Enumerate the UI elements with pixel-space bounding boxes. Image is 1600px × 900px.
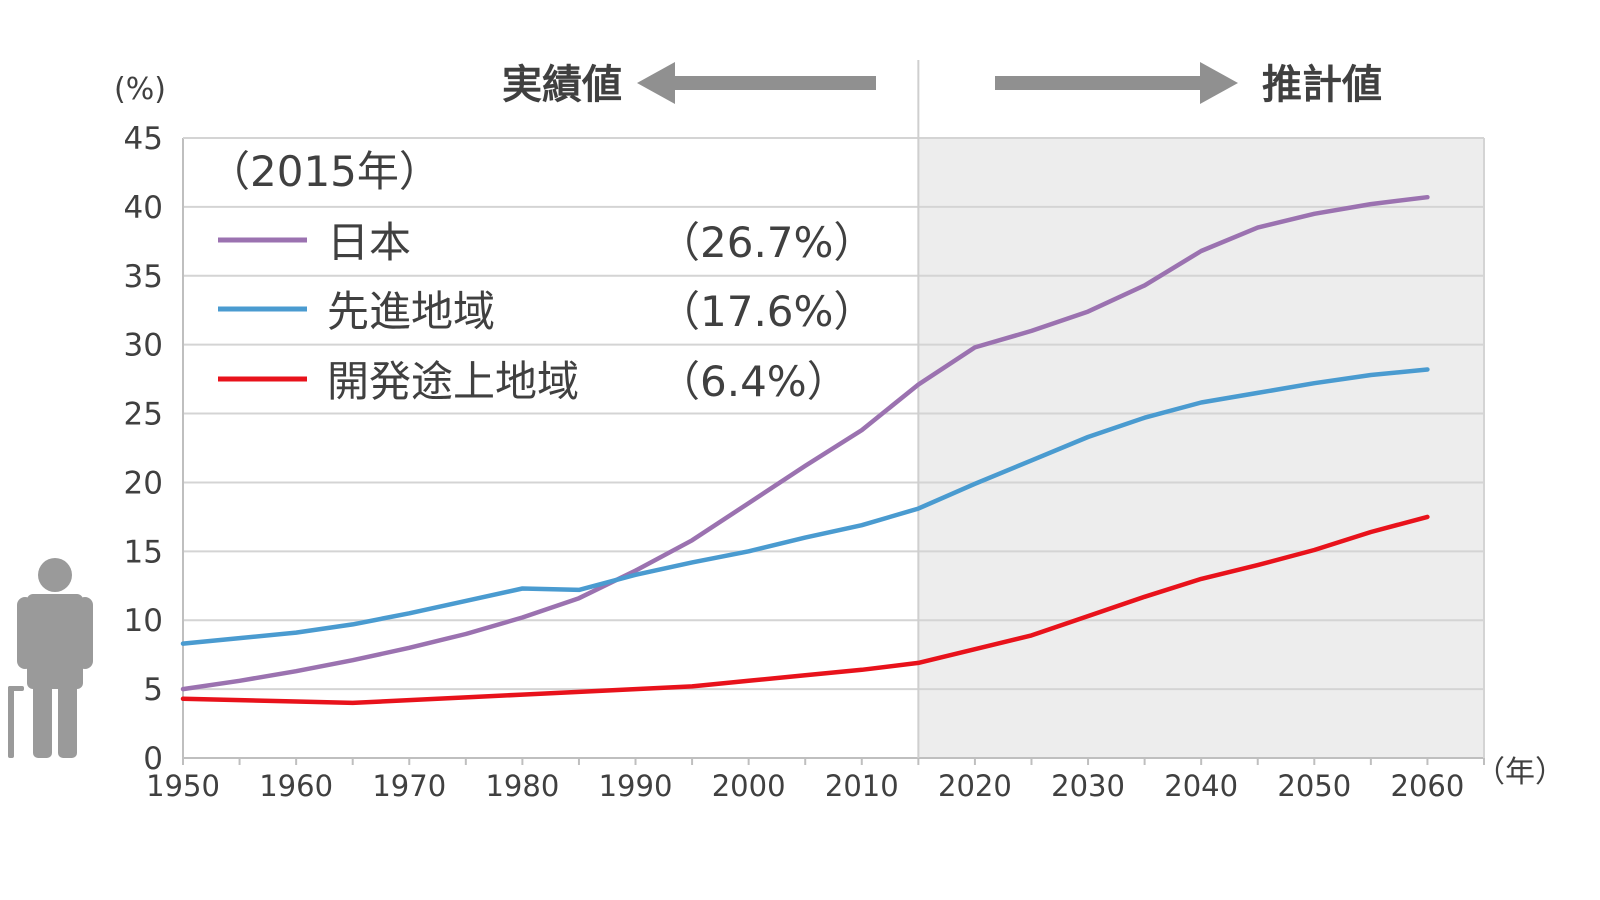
x-tick-label: 1950 xyxy=(146,769,220,803)
actual-values-label: 実績値 xyxy=(502,62,622,108)
y-tick-label: 25 xyxy=(124,397,163,433)
axes xyxy=(182,137,1485,765)
legend-series-name: 先進地域 xyxy=(327,287,495,336)
y-tick-label: 10 xyxy=(124,603,163,639)
y-tick-label: 35 xyxy=(124,259,163,295)
x-tick-label: 2010 xyxy=(825,769,899,803)
y-tick-label: 30 xyxy=(124,328,163,364)
legend: （2015年） 日本 （26.7%） 先進地域 （17.6%） 開発途上地域 （6.4%） xyxy=(208,147,875,406)
x-tick-label: 1960 xyxy=(259,769,333,803)
x-tick-label: 2060 xyxy=(1391,769,1465,803)
x-tick-label: 2000 xyxy=(712,769,786,803)
projected-values-label: 推計値 xyxy=(1262,62,1382,108)
y-tick-label: 45 xyxy=(124,121,163,157)
y-tick-label: 0 xyxy=(143,741,163,777)
x-unit-label: （年） xyxy=(1475,755,1565,790)
elderly-person-icon xyxy=(8,558,93,758)
x-tick-label: 2050 xyxy=(1277,769,1351,803)
legend-series-value: （26.7%） xyxy=(658,218,875,267)
right-arrow-icon xyxy=(995,62,1238,104)
x-axis-tick-labels: 1950 1960 1970 1980 1990 2000 2010 2020 2030 2040… xyxy=(146,769,1464,803)
x-tick-label: 1990 xyxy=(599,769,673,803)
y-tick-label: 20 xyxy=(124,465,163,501)
y-axis-tick-labels: 0 5 10 15 20 25 30 35 40 45 xyxy=(124,121,163,777)
x-tick-label: 1970 xyxy=(372,769,446,803)
legend-series-value: （17.6%） xyxy=(658,287,875,336)
legend-series-value: （6.4%） xyxy=(658,357,849,406)
legend-series-name: 日本 xyxy=(327,218,411,267)
legend-series-name: 開発途上地域 xyxy=(327,357,579,406)
left-arrow-icon xyxy=(637,62,876,104)
y-tick-label: 40 xyxy=(124,190,163,226)
series-lines xyxy=(180,194,1430,706)
y-unit-label: (%) xyxy=(114,72,166,107)
series-line-3 xyxy=(180,514,1430,706)
x-tick-label: 2020 xyxy=(938,769,1012,803)
legend-title: （2015年） xyxy=(208,147,441,196)
projection-shaded-area xyxy=(918,138,1484,758)
x-tick-label: 2040 xyxy=(1164,769,1238,803)
series-line-2 xyxy=(180,367,1430,646)
y-tick-label: 5 xyxy=(143,672,163,708)
y-tick-label: 15 xyxy=(124,534,163,570)
x-tick-label: 1980 xyxy=(485,769,559,803)
series-line-1 xyxy=(180,194,1430,692)
x-tick-label: 2030 xyxy=(1051,769,1125,803)
